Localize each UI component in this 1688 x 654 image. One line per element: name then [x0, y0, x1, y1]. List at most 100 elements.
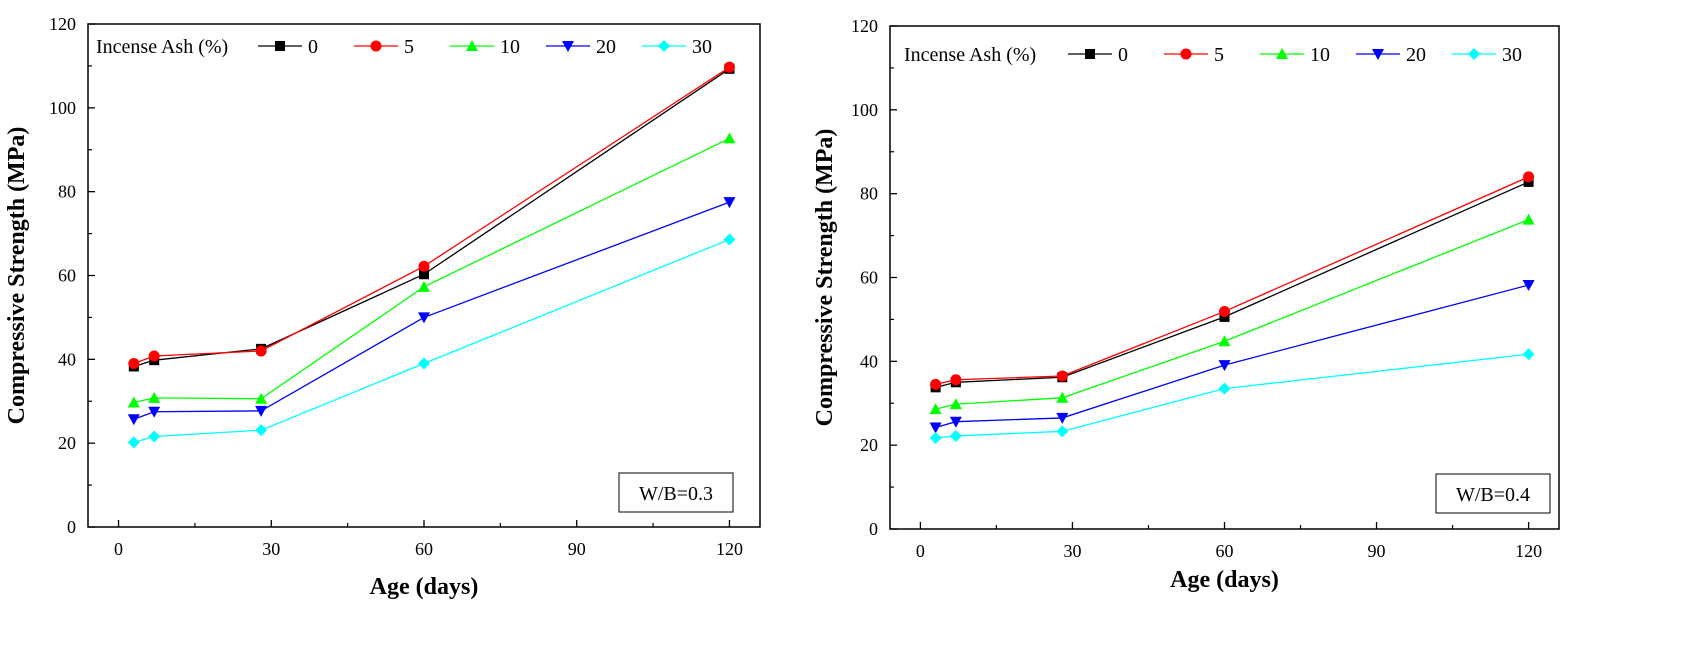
data-point-20: [949, 416, 962, 428]
legend-marker-10: [1276, 48, 1288, 59]
data-point-5: [418, 260, 430, 272]
x-tick-label: 60: [415, 539, 433, 559]
series-line-5: [935, 176, 1529, 386]
legend-label-5: 5: [404, 36, 414, 58]
series-line-20: [935, 284, 1529, 429]
data-point-5: [1219, 305, 1230, 317]
data-point-30: [949, 429, 962, 442]
data-point-5: [723, 61, 735, 73]
y-tick-label: 100: [49, 98, 76, 118]
data-point-20: [1056, 412, 1069, 424]
data-point-10: [1522, 213, 1535, 225]
data-point-5: [128, 358, 140, 370]
legend-marker-5: [370, 40, 382, 52]
data-point-30: [418, 357, 430, 370]
data-point-10: [1218, 335, 1231, 347]
x-tick-label: 90: [1368, 541, 1386, 561]
data-point-10: [949, 398, 962, 410]
x-axis-title: Age (days): [370, 574, 479, 600]
y-tick-label: 0: [869, 519, 878, 539]
legend-label-10: 10: [1310, 44, 1330, 66]
series-line-10: [133, 137, 730, 404]
x-tick-label: 0: [114, 539, 123, 559]
data-point-30: [1218, 382, 1231, 395]
data-point-30: [929, 432, 942, 445]
annotation-box: [1435, 473, 1551, 514]
legend-label-10: 10: [500, 36, 520, 58]
data-point-10: [929, 403, 942, 415]
y-tick-label: 20: [860, 435, 878, 455]
y-axis-title: Compressive Strength (MPa): [812, 129, 838, 427]
legend-label-5: 5: [1214, 44, 1224, 66]
y-axis-title: Compressive Strength (MPa): [4, 127, 30, 425]
series-line-10: [935, 219, 1529, 410]
x-tick-label: 90: [568, 539, 586, 559]
legend-label-20: 20: [596, 36, 616, 58]
data-point-30: [255, 424, 268, 437]
data-point-10: [723, 132, 736, 144]
data-point-20: [418, 312, 430, 324]
legend-marker-0: [275, 41, 285, 51]
data-point-30: [723, 233, 736, 246]
x-tick-label: 0: [916, 541, 925, 561]
data-point-5: [930, 378, 942, 390]
data-point-20: [929, 422, 942, 434]
x-tick-label: 120: [716, 539, 743, 559]
legend-label-0: 0: [308, 36, 318, 58]
series-line-0: [133, 68, 730, 368]
annotation-label: W/B=0.3: [639, 483, 713, 505]
data-point-30: [148, 430, 161, 443]
y-tick-label: 60: [860, 268, 878, 288]
data-point-5: [1056, 370, 1068, 382]
x-tick-label: 120: [1515, 541, 1542, 561]
series-line-30: [935, 353, 1529, 439]
series-line-5: [133, 66, 730, 365]
y-tick-label: 60: [58, 266, 76, 286]
data-point-30: [127, 436, 140, 449]
plot-frame: [889, 25, 1560, 530]
data-point-5: [255, 345, 267, 357]
legend-marker-30: [658, 40, 670, 52]
x-tick-label: 30: [262, 539, 280, 559]
legend-marker-5: [1180, 48, 1192, 60]
legend-label-30: 30: [1502, 44, 1522, 66]
legend-marker-20: [1372, 49, 1384, 60]
data-point-10: [148, 391, 161, 403]
y-tick-label: 0: [67, 517, 76, 537]
y-tick-label: 40: [58, 349, 76, 369]
legend-label-20: 20: [1406, 44, 1426, 66]
legend: Incense Ash (%) 0 5 10 20 30: [904, 44, 1522, 66]
x-tick-label: 30: [1063, 541, 1081, 561]
data-point-0: [419, 269, 429, 280]
data-point-20: [723, 197, 736, 209]
legend: Incense Ash (%) 0 5 10 20 30: [96, 36, 712, 58]
y-tick-label: 120: [851, 16, 878, 36]
legend-marker-20: [562, 41, 574, 52]
y-tick-label: 40: [860, 351, 878, 371]
data-point-10: [418, 280, 430, 292]
data-point-20: [127, 414, 140, 426]
series-line-20: [133, 201, 730, 420]
data-point-10: [1056, 391, 1069, 403]
data-point-20: [1218, 360, 1231, 372]
legend-title: Incense Ash (%): [96, 36, 228, 58]
data-point-20: [1522, 280, 1535, 292]
y-tick-label: 100: [851, 100, 878, 120]
x-tick-label: 60: [1216, 541, 1234, 561]
y-tick-label: 120: [49, 14, 76, 34]
data-point-5: [1523, 171, 1535, 183]
data-point-30: [1056, 425, 1069, 438]
x-axis-title: Age (days): [1170, 567, 1279, 593]
annotation-box: [618, 472, 734, 513]
legend-title: Incense Ash (%): [904, 44, 1036, 66]
y-tick-label: 80: [58, 182, 76, 202]
data-point-5: [950, 374, 962, 386]
data-point-5: [148, 350, 160, 362]
legend-marker-10: [466, 40, 478, 51]
data-point-20: [255, 405, 268, 417]
legend-label-0: 0: [1118, 44, 1128, 66]
data-point-10: [127, 396, 140, 408]
